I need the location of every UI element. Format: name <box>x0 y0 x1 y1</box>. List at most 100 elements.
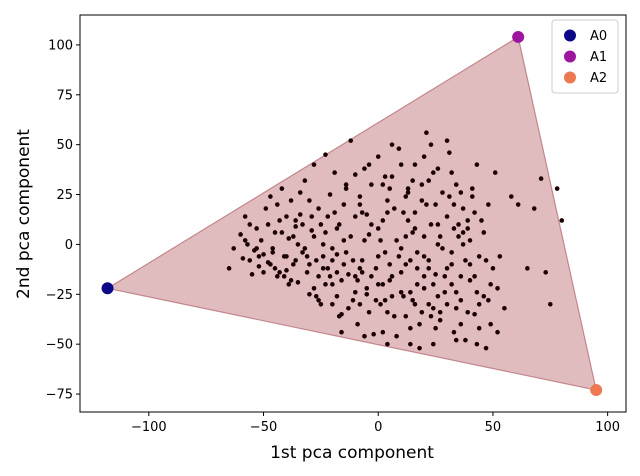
data-point <box>398 162 404 167</box>
data-point <box>433 202 438 207</box>
y-tick-label: −50 <box>46 338 73 353</box>
data-point <box>515 202 521 207</box>
data-point <box>559 218 565 223</box>
data-point <box>279 230 285 235</box>
data-point <box>242 214 248 219</box>
data-point <box>261 252 266 257</box>
data-point <box>433 272 438 277</box>
data-point <box>274 202 280 207</box>
data-point <box>403 262 409 267</box>
data-point <box>385 210 390 215</box>
data-point <box>355 278 360 283</box>
data-point <box>502 305 507 311</box>
data-point <box>343 186 349 191</box>
data-point <box>334 252 340 257</box>
data-point <box>408 325 413 331</box>
data-point <box>465 309 471 315</box>
data-point <box>341 238 347 243</box>
data-point <box>463 337 468 343</box>
data-point <box>398 246 404 251</box>
data-point <box>320 242 326 247</box>
data-point <box>281 274 287 279</box>
data-point <box>476 325 482 331</box>
legend-marker-a2 <box>564 71 576 84</box>
data-point <box>369 274 374 279</box>
data-point <box>339 329 344 335</box>
data-point <box>295 242 301 247</box>
data-point <box>508 194 514 199</box>
legend-box <box>551 19 619 94</box>
hull-layer <box>105 35 597 391</box>
data-point <box>394 333 399 339</box>
data-point <box>495 329 500 335</box>
data-point <box>357 202 363 207</box>
data-point <box>352 274 358 279</box>
x-tick-label: −100 <box>131 420 167 435</box>
data-point <box>440 190 445 195</box>
data-point <box>460 242 466 247</box>
data-point <box>343 250 349 255</box>
data-point <box>261 270 266 275</box>
data-point <box>332 210 337 215</box>
data-point <box>382 250 388 255</box>
data-point <box>488 321 493 327</box>
data-point <box>476 301 482 307</box>
data-point <box>405 190 411 195</box>
plot-border <box>79 14 627 413</box>
data-point <box>451 329 457 335</box>
data-point <box>293 224 298 229</box>
data-point <box>350 258 356 263</box>
data-point <box>378 301 383 307</box>
data-point <box>437 309 443 315</box>
data-point <box>419 309 425 315</box>
data-point <box>488 282 493 287</box>
data-point <box>336 222 342 227</box>
data-point <box>382 297 388 303</box>
data-point <box>387 186 393 191</box>
data-point <box>350 297 356 303</box>
data-point <box>307 262 312 267</box>
data-point <box>343 182 349 187</box>
data-point <box>313 293 319 299</box>
y-tick-label: 0 <box>65 238 73 253</box>
data-point <box>497 254 503 259</box>
data-point <box>391 313 397 319</box>
data-point <box>240 256 246 261</box>
data-point <box>256 254 262 259</box>
data-point <box>304 270 310 275</box>
data-point <box>357 266 363 271</box>
data-point <box>447 194 452 199</box>
data-point <box>426 258 432 263</box>
x-ticks: −100 −50 0 50 100 <box>131 412 620 435</box>
data-point <box>453 290 459 295</box>
data-point <box>330 258 335 263</box>
data-point <box>435 166 441 171</box>
data-point <box>525 266 530 271</box>
archetype-point-a0 <box>101 282 114 295</box>
data-point <box>258 238 264 243</box>
y-axis-label: 2nd pca component <box>14 129 34 299</box>
data-point <box>391 206 397 211</box>
data-point <box>412 162 418 167</box>
data-point <box>304 254 310 259</box>
data-point <box>256 264 262 269</box>
data-point <box>410 230 415 235</box>
y-tick-label: −75 <box>46 388 73 403</box>
data-point <box>316 206 321 211</box>
data-point <box>414 282 420 287</box>
data-point <box>435 293 441 299</box>
data-point <box>419 182 425 187</box>
data-point <box>375 154 381 159</box>
data-point <box>359 270 365 275</box>
convex-hull-area <box>105 35 597 391</box>
data-point <box>274 274 280 279</box>
legend-marker-a1 <box>564 50 576 63</box>
data-point <box>373 297 379 303</box>
data-point <box>277 218 282 223</box>
data-point <box>323 230 328 235</box>
data-point <box>449 250 454 255</box>
data-point <box>474 290 480 295</box>
data-point <box>403 234 409 239</box>
data-point <box>426 266 432 271</box>
data-point <box>357 194 363 199</box>
